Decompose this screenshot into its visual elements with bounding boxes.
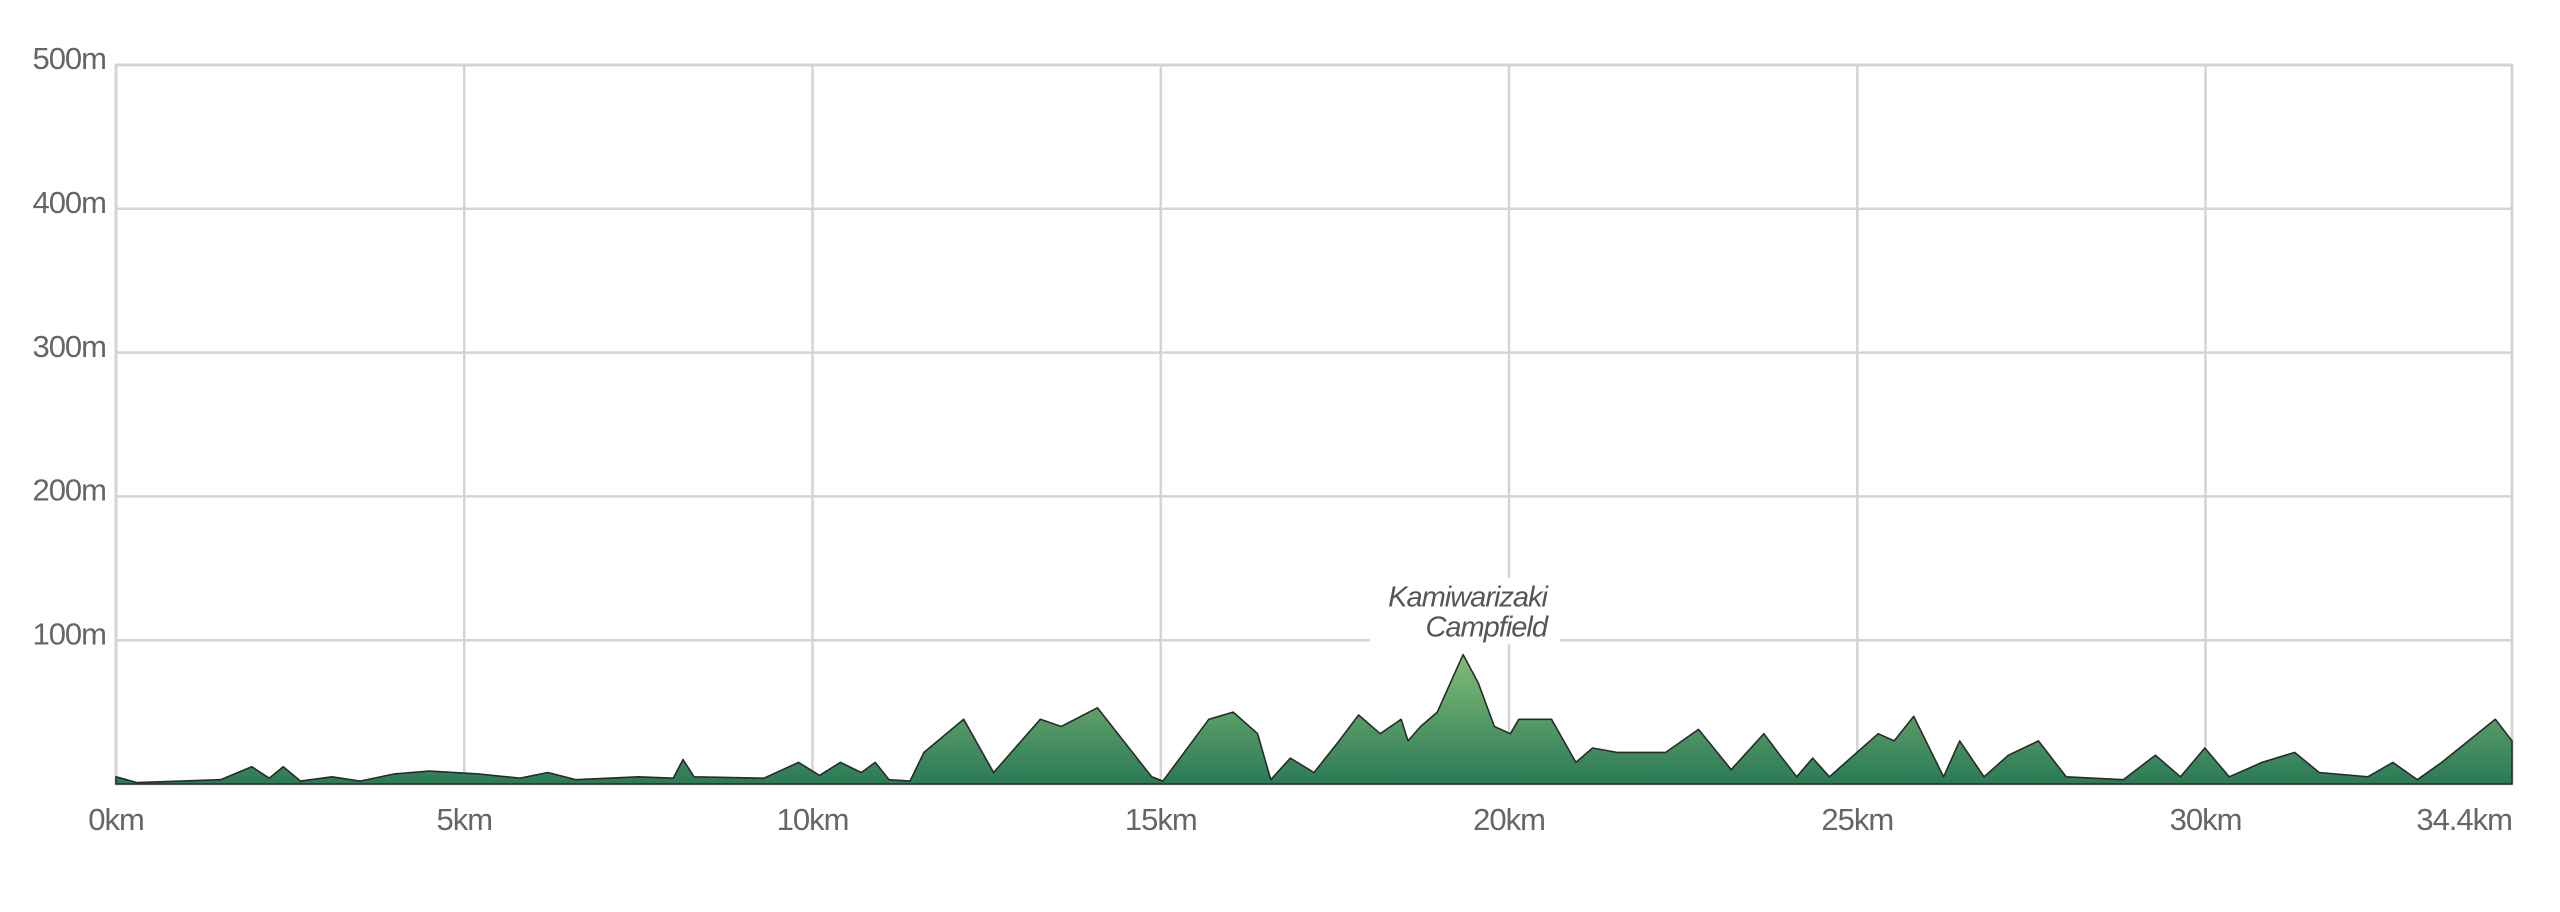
plot-border bbox=[114, 63, 2514, 786]
annotation-bg bbox=[1370, 578, 1560, 644]
x-tick-label: 5km bbox=[436, 802, 492, 837]
annotation: Campfield bbox=[1425, 612, 1548, 644]
x-tick-label: 10km bbox=[777, 802, 849, 837]
y-tick-label: 200m bbox=[32, 473, 106, 508]
x-tick-label: 30km bbox=[2170, 802, 2242, 837]
y-tick-label: 100m bbox=[32, 616, 106, 651]
x-tick-label: 34.4km bbox=[2416, 802, 2512, 837]
x-tick-label: 25km bbox=[1821, 802, 1893, 837]
y-tick-label: 400m bbox=[32, 185, 106, 220]
elevation-area bbox=[115, 653, 2513, 785]
x-tick-label: 20km bbox=[1473, 802, 1545, 837]
annotation: Kamiwarizaki bbox=[1388, 582, 1549, 614]
x-tick-label: 15km bbox=[1125, 802, 1197, 837]
x-tick-label: 0km bbox=[88, 802, 144, 837]
y-tick-label: 300m bbox=[32, 329, 106, 364]
y-tick-label: 500m bbox=[32, 41, 106, 76]
